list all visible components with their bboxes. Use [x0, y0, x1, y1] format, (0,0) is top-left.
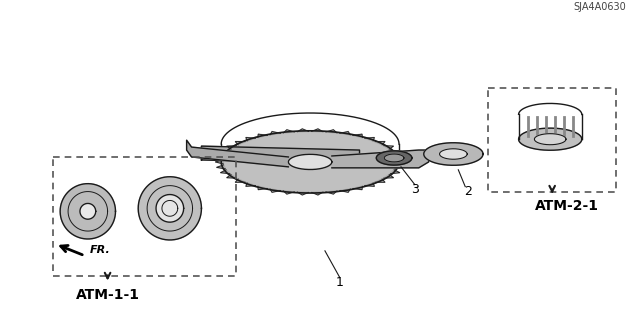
Polygon shape	[397, 160, 405, 164]
Polygon shape	[138, 177, 202, 240]
Polygon shape	[340, 131, 350, 135]
Polygon shape	[375, 179, 385, 182]
Polygon shape	[227, 174, 237, 178]
Polygon shape	[332, 150, 429, 168]
Polygon shape	[258, 186, 268, 190]
Polygon shape	[384, 174, 394, 178]
Polygon shape	[220, 170, 230, 174]
Polygon shape	[187, 140, 289, 167]
Polygon shape	[236, 179, 245, 182]
Polygon shape	[156, 195, 184, 222]
Text: ATM-2-1: ATM-2-1	[535, 199, 599, 213]
Text: ATM-1-1: ATM-1-1	[76, 288, 140, 302]
Polygon shape	[390, 170, 400, 174]
Polygon shape	[365, 137, 374, 141]
Polygon shape	[375, 142, 385, 145]
Polygon shape	[326, 130, 337, 133]
Polygon shape	[297, 129, 308, 132]
Polygon shape	[365, 183, 374, 186]
Polygon shape	[215, 160, 223, 164]
Polygon shape	[353, 134, 362, 137]
Polygon shape	[270, 131, 280, 135]
Polygon shape	[312, 192, 323, 195]
Polygon shape	[395, 165, 404, 169]
Polygon shape	[246, 183, 255, 186]
Text: SJA4A0630: SJA4A0630	[573, 2, 627, 12]
Polygon shape	[284, 130, 294, 133]
Polygon shape	[221, 131, 399, 193]
Polygon shape	[236, 142, 245, 145]
Polygon shape	[312, 129, 323, 132]
Polygon shape	[258, 134, 268, 137]
Polygon shape	[246, 137, 255, 141]
Polygon shape	[297, 192, 308, 195]
Polygon shape	[202, 146, 360, 164]
Polygon shape	[289, 154, 332, 169]
Polygon shape	[534, 134, 566, 145]
Polygon shape	[440, 149, 467, 159]
Polygon shape	[220, 150, 230, 154]
Polygon shape	[227, 146, 237, 149]
Text: FR.: FR.	[90, 245, 111, 255]
Polygon shape	[384, 154, 404, 162]
Polygon shape	[270, 189, 280, 192]
Polygon shape	[284, 191, 294, 194]
Polygon shape	[395, 155, 404, 159]
Polygon shape	[390, 150, 400, 154]
Polygon shape	[384, 146, 394, 149]
Text: 1: 1	[336, 276, 344, 289]
Polygon shape	[424, 143, 483, 165]
Polygon shape	[216, 165, 225, 169]
Polygon shape	[216, 155, 225, 159]
Polygon shape	[353, 186, 362, 190]
Polygon shape	[518, 128, 582, 150]
Polygon shape	[80, 204, 96, 219]
Polygon shape	[376, 151, 412, 165]
Polygon shape	[340, 189, 350, 192]
Text: 3: 3	[411, 183, 419, 196]
Polygon shape	[60, 184, 115, 239]
Polygon shape	[326, 191, 337, 194]
Text: 2: 2	[464, 185, 472, 198]
